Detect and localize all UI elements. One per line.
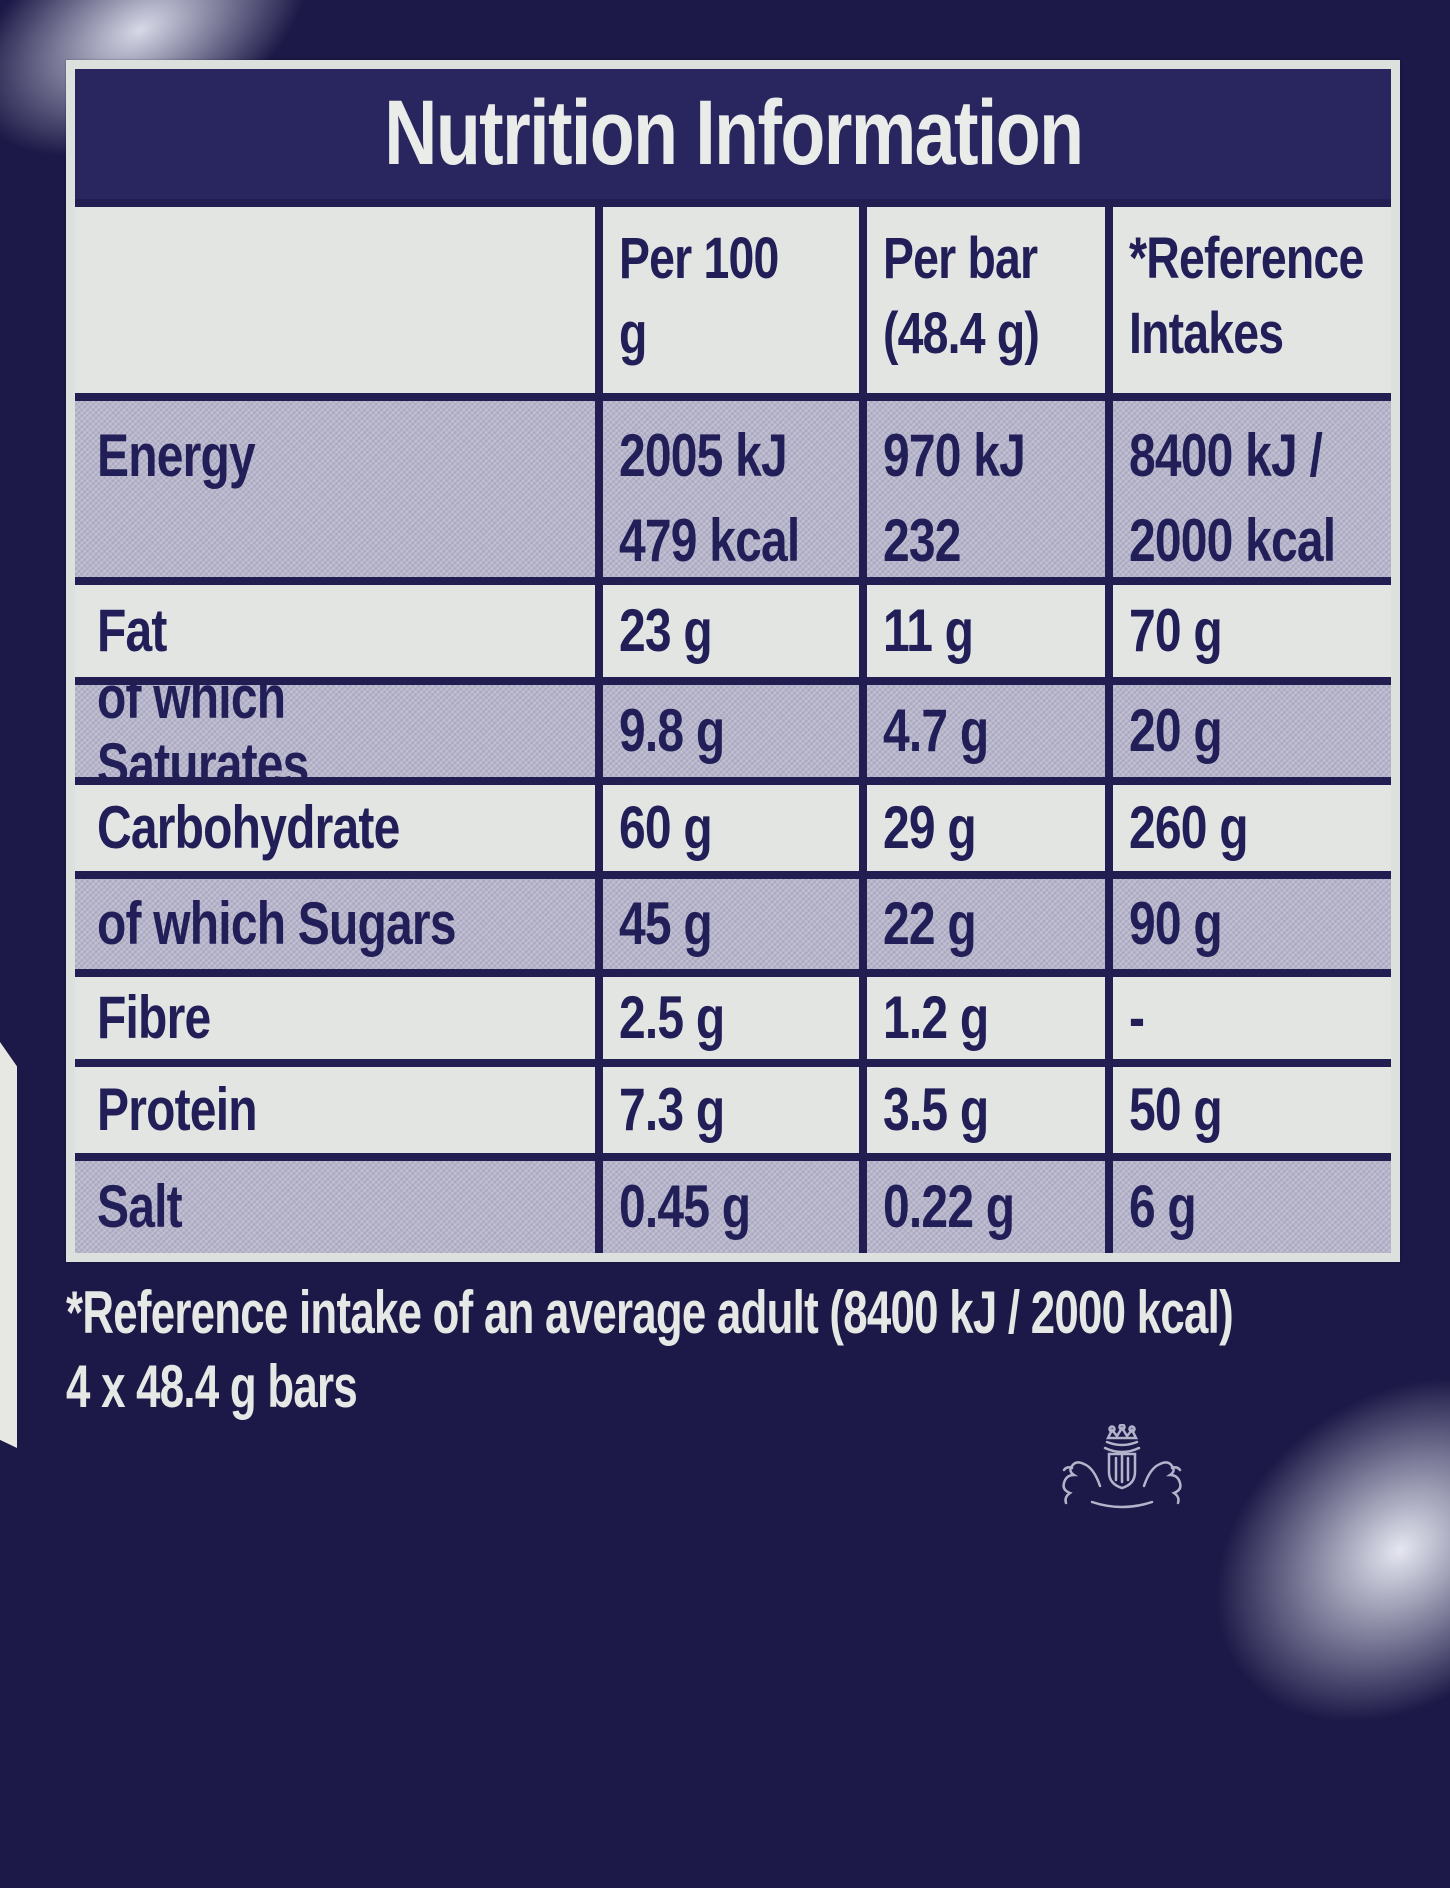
nutrient-name: of which Sugars (75, 879, 595, 969)
value-per-100g: 23 g (603, 585, 859, 677)
value-reference-intake: 50 g (1113, 1067, 1391, 1153)
value-per-100g: 2.5 g (603, 977, 859, 1059)
header-cell-empty (75, 207, 595, 393)
royal-crest-icon (1062, 1424, 1182, 1509)
value-reference-intake: 260 g (1113, 785, 1391, 871)
value-reference-intake: 8400 kJ / 2000 kcal (1113, 401, 1391, 577)
table-title: Nutrition Information (383, 82, 1084, 185)
value-per-100g: 9.8 g (603, 685, 859, 777)
nutrient-name: of which Saturates (75, 685, 595, 777)
nutrient-row: of which Sugars 45 g 22 g 90 g (75, 879, 1391, 969)
value-per-100g: 60 g (603, 785, 859, 871)
nutrient-row: Energy 2005 kJ 479 kcal 970 kJ 232 kcal … (75, 401, 1391, 577)
value-reference-intake: 70 g (1113, 585, 1391, 677)
nutrient-name: Carbohydrate (75, 785, 595, 871)
value-per-bar: 29 g (867, 785, 1105, 871)
value-per-bar: 22 g (867, 879, 1105, 969)
value-per-100g: 2005 kJ 479 kcal (603, 401, 859, 577)
value-per-100g: 7.3 g (603, 1067, 859, 1153)
header-cell-per-100g: Per 100 g (603, 207, 859, 393)
nutrient-row: Salt 0.45 g 0.22 g 6 g (75, 1161, 1391, 1253)
nutrient-name: Energy (75, 401, 595, 577)
value-per-bar: 1.2 g (867, 977, 1105, 1059)
nutrient-name: Fibre (75, 977, 595, 1059)
nutrient-row: Protein 7.3 g 3.5 g 50 g (75, 1067, 1391, 1153)
nutrient-row: of which Saturates 9.8 g 4.7 g 20 g (75, 685, 1391, 777)
nutrient-name: Salt (75, 1161, 595, 1253)
value-per-bar: 11 g (867, 585, 1105, 677)
footnote-line-1: *Reference intake of an average adult (8… (66, 1279, 1234, 1346)
value-per-bar: 4.7 g (867, 685, 1105, 777)
wrapper-edge-strip (0, 1042, 17, 1448)
value-reference-intake: - (1113, 977, 1391, 1059)
header-cell-per-bar: Per bar (48.4 g) (867, 207, 1105, 393)
nutrient-name: Fat (75, 585, 595, 677)
footnote: *Reference intake of an average adult (8… (66, 1278, 1426, 1426)
value-reference-intake: 90 g (1113, 879, 1391, 969)
value-reference-intake: 20 g (1113, 685, 1391, 777)
table-grid: Nutrition Information Per 100 g Per bar … (75, 69, 1391, 1253)
nutrient-row: Fibre 2.5 g 1.2 g - (75, 977, 1391, 1059)
value-reference-intake: 6 g (1113, 1161, 1391, 1253)
nutrition-table: Nutrition Information Per 100 g Per bar … (66, 60, 1400, 1262)
footnote-line-2: 4 x 48.4 g bars (66, 1353, 358, 1420)
value-per-100g: 45 g (603, 879, 859, 969)
value-per-bar: 3.5 g (867, 1067, 1105, 1153)
value-per-bar: 0.22 g (867, 1161, 1105, 1253)
table-title-band: Nutrition Information (75, 69, 1391, 199)
nutrient-name: Protein (75, 1067, 595, 1153)
value-per-bar: 970 kJ 232 kcal (867, 401, 1105, 577)
nutrient-row: Carbohydrate 60 g 29 g 260 g (75, 785, 1391, 871)
table-header-row: Per 100 g Per bar (48.4 g) *Reference In… (75, 207, 1391, 393)
value-per-100g: 0.45 g (603, 1161, 859, 1253)
nutrient-row: Fat 23 g 11 g 70 g (75, 585, 1391, 677)
header-cell-reference-intakes: *Reference Intakes (1113, 207, 1391, 393)
